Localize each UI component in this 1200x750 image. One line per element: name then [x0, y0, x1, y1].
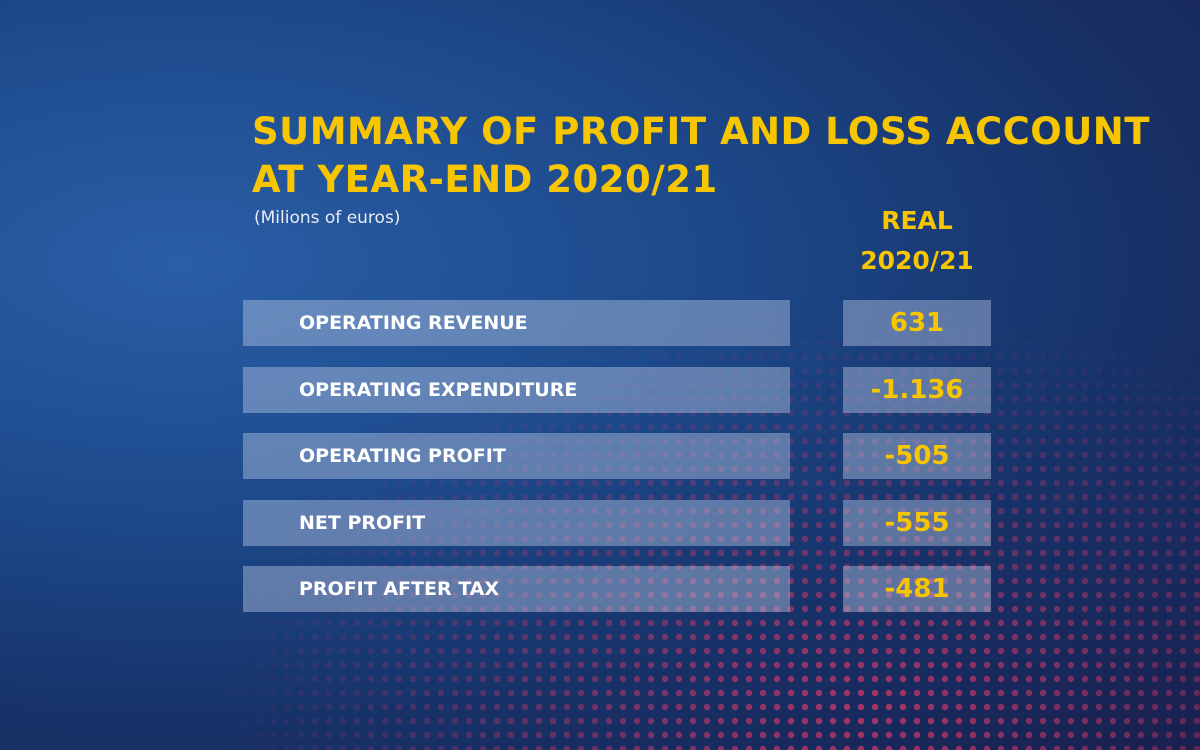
- row-label-box: PROFIT AFTER TAX: [243, 566, 790, 612]
- row-label: NET PROFIT: [299, 511, 426, 534]
- subtitle: (Milions of euros): [254, 208, 401, 228]
- title-line: SUMMARY OF PROFIT AND LOSS ACCOUNT: [252, 110, 1151, 153]
- row-value-box: 631: [843, 300, 991, 346]
- row-value: 631: [889, 308, 945, 338]
- row-value-box: -481: [843, 566, 991, 612]
- row-label-box: OPERATING PROFIT: [243, 433, 790, 479]
- row-label: OPERATING EXPENDITURE: [299, 378, 578, 401]
- row-value: -1.136: [870, 374, 964, 405]
- row-value: -505: [884, 441, 950, 471]
- row-label-box: OPERATING REVENUE: [243, 300, 790, 346]
- row-value-box: -555: [843, 499, 991, 546]
- row-label-box: NET PROFIT: [243, 499, 790, 546]
- title-line: AT YEAR-END 2020/21: [252, 158, 718, 201]
- column-header: REAL: [881, 206, 953, 235]
- column-header: 2020/21: [860, 246, 974, 275]
- row-label: OPERATING REVENUE: [299, 312, 528, 334]
- row-label: OPERATING PROFIT: [299, 445, 506, 467]
- row-label-box: OPERATING EXPENDITURE: [243, 366, 790, 413]
- row-value: -481: [884, 574, 950, 604]
- row-value: -555: [884, 507, 950, 538]
- row-value-box: -505: [843, 433, 991, 479]
- row-label: PROFIT AFTER TAX: [299, 578, 500, 600]
- row-value-box: -1.136: [843, 366, 991, 413]
